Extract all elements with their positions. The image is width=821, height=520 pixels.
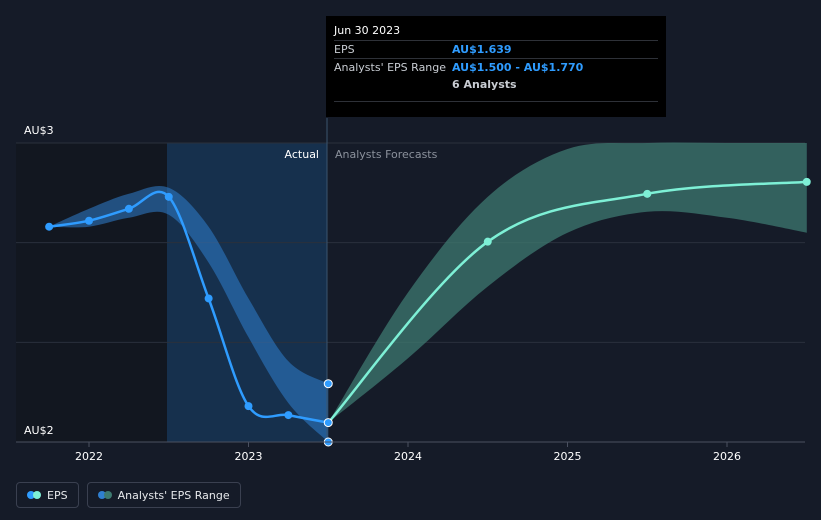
eps-point-actual-4: [204, 294, 213, 303]
tooltip-eps-row: EPS AU$1.639: [334, 40, 658, 58]
eps-line-forecast: [327, 180, 807, 424]
tooltip: Jun 30 2023 EPS AU$1.639 Analysts' EPS R…: [326, 16, 666, 117]
legend-eps-dot-forecast: [33, 491, 41, 499]
tooltip-eps-label: EPS: [334, 43, 355, 56]
actual-label: Actual: [285, 148, 319, 161]
legend: EPS Analysts' EPS Range: [16, 482, 241, 508]
y-tick-label-bottom: AU$2: [24, 424, 54, 437]
tooltip-range-value: AU$1.500 - AU$1.770: [452, 61, 584, 74]
tooltip-divider: [334, 93, 658, 102]
range-upper-marker: [323, 379, 333, 389]
eps-point-actual-3: [164, 192, 173, 201]
eps-point-actual-1: [85, 216, 93, 225]
legend-range-dot-forecast: [103, 491, 112, 499]
x-tick-label-2025: 2025: [554, 450, 582, 463]
x-axis-ticks: 2022 2023 2024 2025 2026: [75, 442, 741, 463]
legend-item-eps[interactable]: EPS: [16, 482, 79, 508]
tooltip-date: Jun 30 2023: [334, 24, 401, 37]
x-tick-label-2024: 2024: [394, 450, 422, 463]
legend-eps-swatch-icon: [27, 491, 41, 499]
tooltip-analysts-row: 6 Analysts: [334, 76, 658, 93]
eps-point-forecast-3: [802, 177, 811, 186]
eps-point-current: [323, 418, 333, 428]
eps-point-forecast-1: [483, 237, 492, 246]
tooltip-range-row: Analysts' EPS Range AU$1.500 - AU$1.770: [334, 58, 658, 76]
eps-point-actual-6: [284, 411, 293, 420]
eps-point-actual-5: [244, 402, 253, 411]
eps-line-actual: [48, 190, 329, 424]
legend-range-label: Analysts' EPS Range: [117, 488, 230, 502]
tooltip-range-label: Analysts' EPS Range: [334, 61, 447, 74]
x-tick-label-2026: 2026: [713, 450, 741, 463]
x-tick-label-2022: 2022: [75, 450, 103, 463]
eps-point-actual-0: [45, 222, 54, 231]
past-shaded-region: [16, 143, 167, 442]
tooltip-eps-value: AU$1.639: [452, 43, 512, 56]
tooltip-analysts-count: 6 Analysts: [452, 78, 517, 91]
tooltip-analysts-spacer: [334, 76, 452, 93]
y-tick-label-top: AU$3: [24, 124, 54, 137]
forecast-label: Analysts Forecasts: [335, 148, 438, 161]
legend-range-dot-actual: [97, 491, 106, 499]
eps-range-band-forecast: [328, 142, 807, 423]
eps-points: [45, 177, 811, 428]
legend-item-range[interactable]: Analysts' EPS Range: [86, 482, 241, 508]
eps-point-forecast-2: [643, 189, 652, 198]
legend-range-swatch-icon: [97, 491, 112, 499]
eps-point-actual-2: [124, 204, 133, 213]
legend-eps-label: EPS: [47, 488, 68, 502]
legend-eps-dot-actual: [27, 491, 35, 499]
x-tick-label-2023: 2023: [235, 450, 263, 463]
